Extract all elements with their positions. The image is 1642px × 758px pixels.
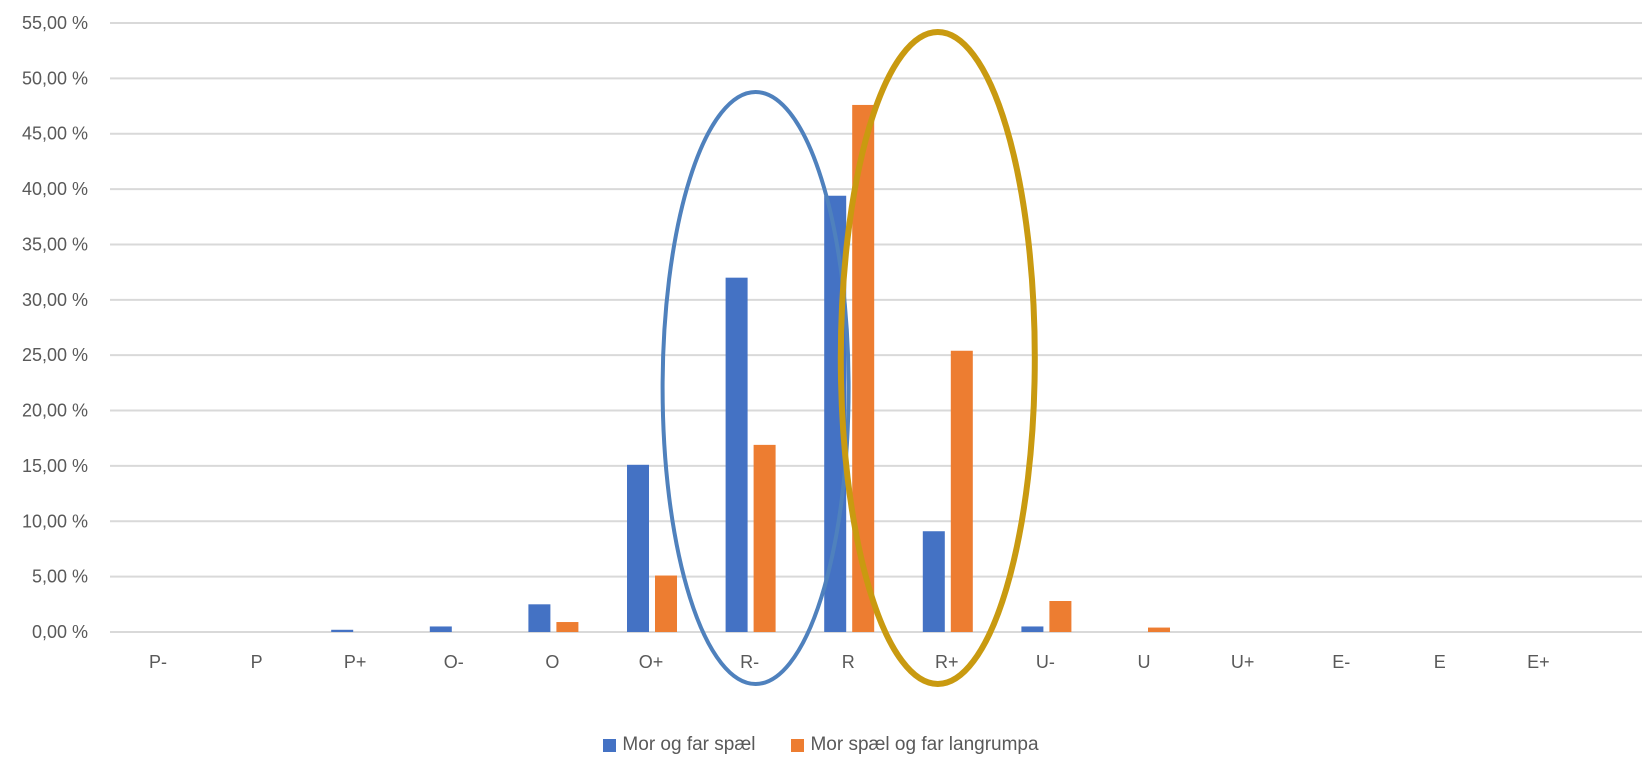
- y-tick-label: 5,00 %: [32, 567, 88, 587]
- y-tick-label: 0,00 %: [32, 622, 88, 642]
- bar-1-O+: [627, 464, 649, 632]
- bar-2-R: [852, 104, 875, 633]
- bar-1-R+: [922, 531, 945, 632]
- bar-1-R-: [725, 277, 748, 632]
- legend-swatch-series-2: [791, 738, 805, 752]
- x-tick-label: P-: [149, 652, 167, 672]
- x-tick-label: E-: [1332, 652, 1350, 672]
- y-tick-label: 20,00 %: [22, 401, 88, 421]
- y-tick-label: 15,00 %: [22, 456, 88, 476]
- x-tick-label: O+: [639, 652, 664, 672]
- y-tick-label: 35,00 %: [22, 234, 88, 254]
- y-tick-label: 10,00 %: [22, 511, 88, 531]
- legend: Mor og far spæl Mor spæl og far langrump…: [0, 732, 1642, 758]
- y-tick-label: 50,00 %: [22, 68, 88, 88]
- y-tick-label: 25,00 %: [22, 345, 88, 365]
- bar-2-U: [1148, 627, 1170, 632]
- chart-canvas: 0,00 % 5,00 % 10,00 % 15,00 % 20,00 % 25,00 %…: [22, 13, 1642, 687]
- bar-2-O+: [655, 575, 677, 632]
- bar-2-R-: [753, 444, 776, 632]
- x-tick-label: U-: [1036, 652, 1055, 672]
- x-tick-label: O: [545, 652, 559, 672]
- x-tick-label: E: [1434, 652, 1446, 672]
- x-tick-label: R+: [935, 652, 959, 672]
- legend-item-series-2: Mor spæl og far langrumpa: [791, 734, 1039, 756]
- x-tick-label: U: [1138, 652, 1151, 672]
- legend-label-series-1: Mor og far spæl: [622, 734, 756, 755]
- x-tick-label: E+: [1527, 652, 1550, 672]
- legend-item-series-1: Mor og far spæl: [603, 734, 755, 756]
- x-tick-label: U+: [1231, 652, 1255, 672]
- y-tick-label: 45,00 %: [22, 124, 88, 144]
- y-tick-label: 30,00 %: [22, 290, 88, 310]
- x-tick-label: O-: [444, 652, 464, 672]
- x-tick-label: P+: [344, 652, 367, 672]
- bar-2-O: [556, 622, 579, 632]
- legend-label-series-2: Mor spæl og far langrumpa: [810, 734, 1039, 755]
- bar-1-P+: [331, 629, 354, 632]
- bar-1-O: [528, 604, 551, 632]
- y-tick-label: 55,00 %: [22, 13, 88, 33]
- bar-1-O-: [429, 626, 452, 632]
- bar-2-R+: [950, 350, 973, 632]
- bar-1-U-: [1021, 626, 1044, 632]
- x-tick-label: R: [842, 652, 855, 672]
- annotation-ellipse-gold: [837, 29, 1038, 687]
- y-tick-label: 40,00 %: [22, 179, 88, 199]
- legend-swatch-series-1: [603, 738, 617, 752]
- x-tick-label: P: [251, 652, 263, 672]
- x-tick-label: R-: [740, 652, 759, 672]
- annotation-ellipse-blue: [660, 90, 851, 686]
- bar-2-U-: [1049, 600, 1072, 632]
